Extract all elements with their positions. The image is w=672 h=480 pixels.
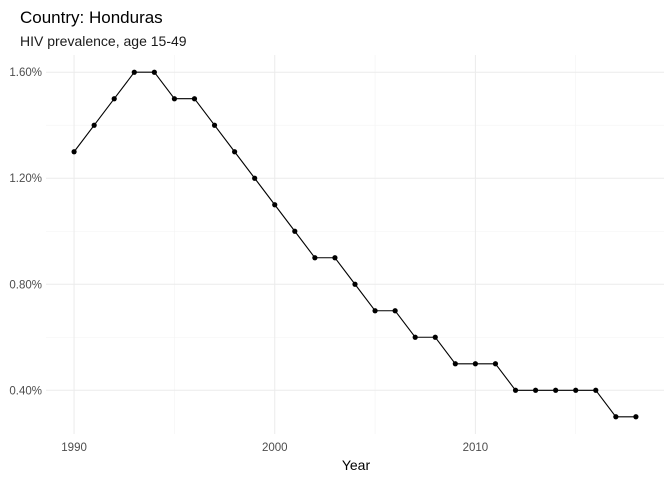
data-point-2008: [432, 334, 438, 340]
data-point-2011: [492, 361, 499, 367]
data-point-2013: [532, 387, 539, 393]
data-point-1998: [232, 149, 238, 155]
minor-gridlines: [46, 55, 664, 434]
y-tick-label-1.20%: 1.20%: [9, 173, 42, 185]
x-tick-label-2000: 2000: [262, 442, 288, 454]
x-axis-tick-labels: 1990 2000 2010: [61, 442, 488, 454]
data-point-2009: [452, 361, 458, 367]
chart-title: Country: Honduras: [20, 8, 163, 27]
x-axis-title: Year: [342, 457, 371, 473]
y-axis-tick-labels: 0.40% 0.80% 1.20% 1.60%: [9, 67, 42, 397]
series-hiv-prevalence: [71, 69, 639, 420]
data-point-1992: [111, 96, 117, 102]
data-point-1997: [211, 122, 218, 128]
data-point-2001: [292, 228, 298, 234]
data-point-2004: [352, 281, 358, 287]
data-point-2000: [272, 202, 278, 208]
data-point-1994: [151, 69, 157, 75]
data-point-2016: [593, 387, 599, 393]
series-line: [73, 71, 636, 418]
data-point-2018: [633, 414, 639, 420]
y-tick-label-1.60%: 1.60%: [9, 67, 42, 79]
chart-subtitle: HIV prevalence, age 15-49: [20, 33, 187, 49]
data-point-2005: [372, 308, 378, 314]
data-point-1995: [171, 96, 178, 102]
x-tick-label-1990: 1990: [61, 442, 87, 454]
data-point-2017: [613, 414, 619, 420]
x-tick-label-2010: 2010: [463, 442, 489, 454]
data-point-2012: [512, 387, 519, 393]
data-point-2010: [472, 361, 478, 367]
y-tick-label-0.80%: 0.80%: [9, 279, 42, 291]
data-point-1996: [191, 96, 198, 102]
data-point-1990: [71, 149, 77, 155]
y-tick-label-0.40%: 0.40%: [9, 385, 42, 397]
data-point-2007: [412, 334, 418, 340]
data-point-1999: [252, 175, 258, 181]
data-point-1993: [131, 69, 137, 75]
data-point-2006: [392, 308, 398, 314]
major-gridlines: [46, 55, 664, 434]
data-point-1991: [91, 122, 97, 128]
data-point-2002: [312, 255, 318, 261]
data-point-2014: [553, 387, 559, 393]
data-point-2015: [573, 387, 579, 393]
data-point-2003: [332, 255, 338, 261]
